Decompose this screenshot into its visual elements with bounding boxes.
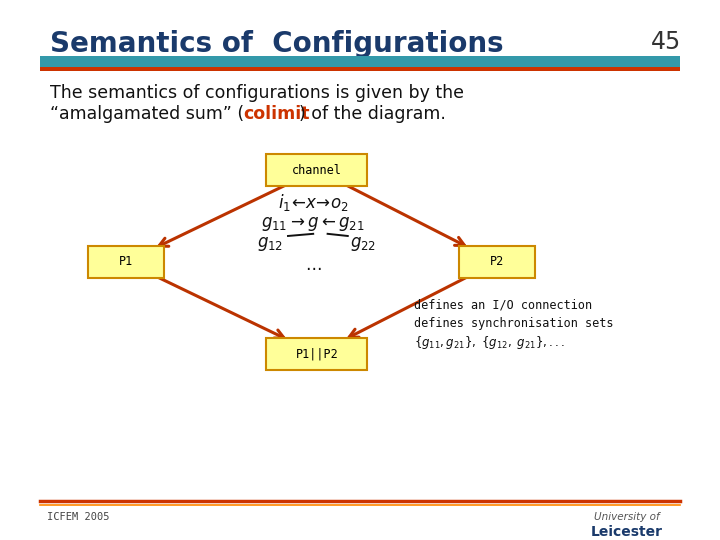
FancyBboxPatch shape: [266, 154, 367, 186]
Text: P1: P1: [119, 255, 133, 268]
Text: $i_1\!\leftarrow\! x\!\rightarrow\! o_2$: $i_1\!\leftarrow\! x\!\rightarrow\! o_2$: [278, 192, 348, 213]
Text: ) of the diagram.: ) of the diagram.: [299, 105, 446, 123]
FancyArrowPatch shape: [346, 185, 464, 245]
FancyBboxPatch shape: [89, 246, 163, 278]
Text: 45: 45: [651, 30, 681, 53]
Text: ICFEM 2005: ICFEM 2005: [47, 512, 109, 522]
Text: defines synchronisation sets: defines synchronisation sets: [414, 318, 613, 330]
Text: P2: P2: [490, 255, 504, 268]
Text: Semantics of  Configurations: Semantics of Configurations: [50, 30, 504, 58]
Text: The semantics of configurations is given by the: The semantics of configurations is given…: [50, 84, 464, 102]
FancyBboxPatch shape: [266, 338, 367, 370]
FancyArrowPatch shape: [156, 276, 284, 338]
Text: University of: University of: [593, 512, 660, 522]
Bar: [40, 56, 680, 68]
Text: $g_{12}$: $g_{12}$: [257, 235, 283, 253]
Text: $g_{22}$: $g_{22}$: [351, 235, 377, 253]
Text: $g_{11} \rightarrow g \leftarrow g_{21}$: $g_{11} \rightarrow g \leftarrow g_{21}$: [261, 215, 365, 233]
Text: $\ldots$: $\ldots$: [305, 255, 322, 274]
Text: colimit: colimit: [243, 105, 310, 123]
FancyBboxPatch shape: [459, 246, 534, 278]
FancyArrowPatch shape: [349, 277, 467, 337]
Text: P1||P2: P1||P2: [295, 347, 338, 360]
Bar: [40, 67, 680, 71]
Text: defines an I/O connection: defines an I/O connection: [414, 299, 592, 312]
Text: Leicester: Leicester: [590, 525, 662, 539]
Text: “amalgamated sum” (: “amalgamated sum” (: [50, 105, 245, 123]
FancyArrowPatch shape: [159, 185, 287, 246]
Text: $\{g_{11}, g_{21}\},\ \{g_{12},\ g_{21}\},...$: $\{g_{11}, g_{21}\},\ \{g_{12},\ g_{21}\…: [414, 334, 565, 352]
Text: channel: channel: [292, 164, 342, 177]
